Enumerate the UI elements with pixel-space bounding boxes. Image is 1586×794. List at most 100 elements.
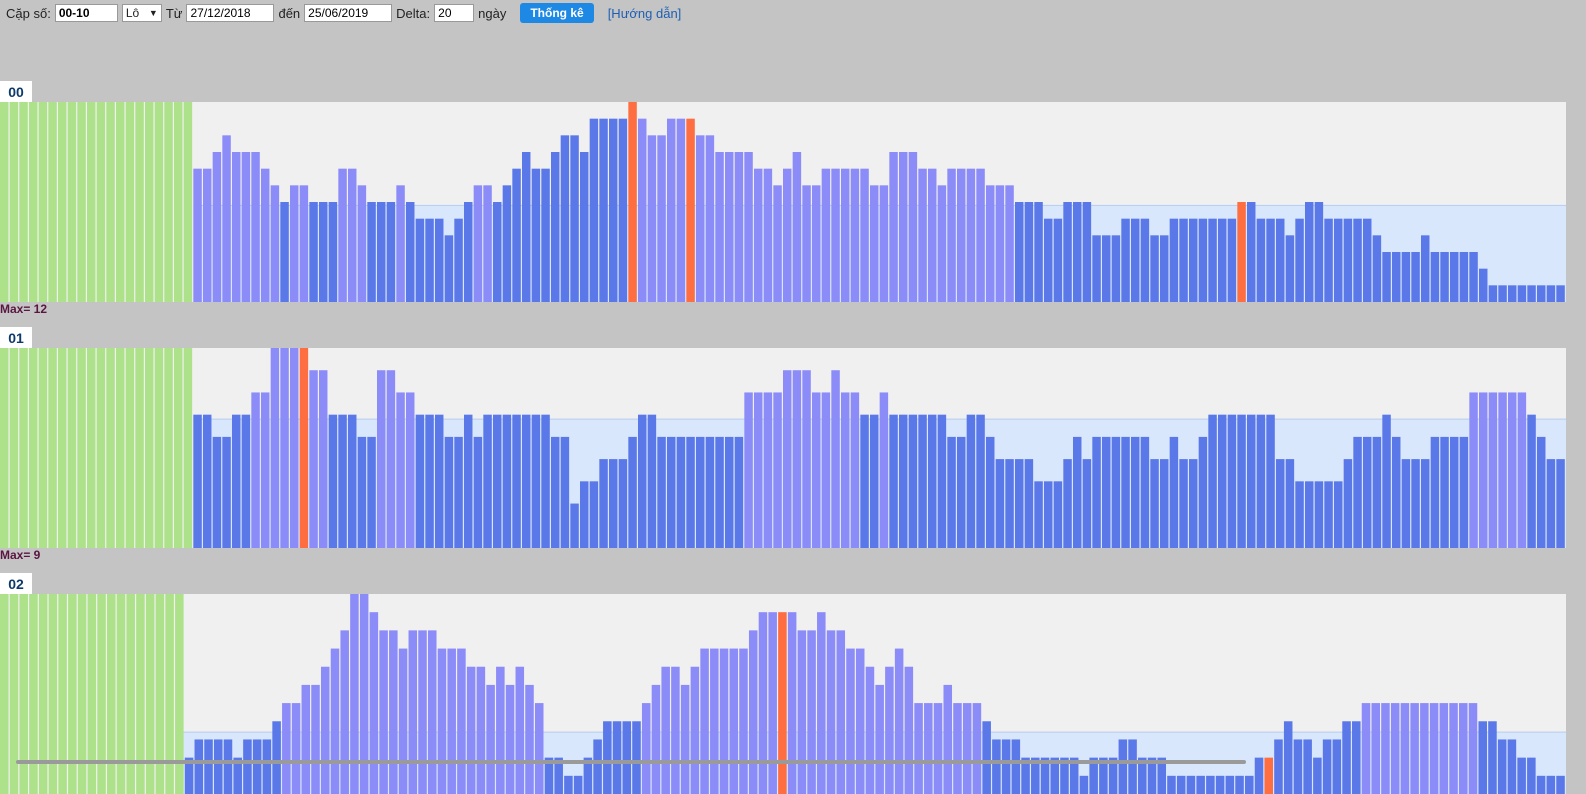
bar (328, 414, 338, 548)
bar (243, 739, 252, 794)
bar (976, 414, 985, 548)
bar (1053, 481, 1063, 548)
bar (651, 684, 661, 794)
to-date-input[interactable] (304, 4, 393, 22)
bar (1169, 436, 1179, 548)
bar (1390, 703, 1400, 794)
bar (444, 436, 454, 548)
warmup-bar (183, 102, 193, 302)
bar (836, 630, 846, 794)
bar (1440, 436, 1449, 548)
warmup-bar (19, 102, 28, 302)
delta-input[interactable] (434, 4, 475, 22)
bar (1024, 202, 1034, 302)
bar (638, 118, 647, 302)
bar (1363, 436, 1372, 548)
bar (1430, 252, 1440, 302)
bar (564, 775, 573, 794)
bar (1546, 285, 1556, 302)
from-date-input[interactable] (186, 4, 275, 22)
guide-link[interactable]: [Hướng dẫn] (607, 5, 682, 21)
bar (1266, 414, 1275, 548)
bar (671, 666, 680, 794)
bar (754, 392, 763, 548)
bar (359, 594, 369, 794)
bar (570, 503, 579, 548)
bar (1121, 436, 1130, 548)
bar (638, 414, 647, 548)
bar (560, 135, 570, 302)
bar (1449, 703, 1458, 794)
bar (251, 152, 260, 302)
chevron-down-icon: ▼ (148, 8, 158, 18)
panel-tab-01[interactable]: 01 (0, 327, 32, 348)
bar (1401, 252, 1411, 302)
bar (1274, 739, 1283, 794)
bar (725, 436, 734, 548)
bar (657, 436, 666, 548)
bar (1303, 739, 1312, 794)
bar (1256, 414, 1266, 548)
warmup-bar (183, 348, 193, 548)
chart-panel-01: 01 Max= 9 (0, 327, 1586, 573)
bar (1005, 459, 1014, 548)
bar (194, 739, 204, 794)
chart-panel-00: 00 Max= 12 (0, 81, 1586, 327)
warmup-bar (154, 348, 164, 548)
peak-bar (628, 102, 637, 302)
bar (609, 118, 618, 302)
bar (1140, 436, 1150, 548)
bar (899, 414, 908, 548)
type-select[interactable]: Lô ▼ (121, 4, 162, 22)
bar (603, 721, 612, 794)
bar (1208, 414, 1217, 548)
bar (1276, 459, 1285, 548)
panel-tab-02[interactable]: 02 (0, 573, 32, 594)
bar (1314, 202, 1324, 302)
bar (802, 185, 811, 302)
bar (1285, 235, 1295, 302)
bar (622, 721, 632, 794)
bar (369, 612, 379, 794)
panel-tab-00[interactable]: 00 (0, 81, 32, 102)
bar (1440, 252, 1449, 302)
bar (1102, 436, 1111, 548)
peak-bar (686, 118, 695, 302)
horizontal-scrollbar[interactable] (16, 760, 1246, 764)
bar (1079, 775, 1089, 794)
bar (408, 630, 418, 794)
bar (493, 414, 502, 548)
bar (744, 392, 753, 548)
warmup-bar (106, 348, 115, 548)
stats-button[interactable]: Thống kê (520, 3, 594, 23)
bar (918, 168, 927, 302)
bar (947, 436, 956, 548)
bar (589, 481, 599, 548)
warmup-bar (0, 348, 9, 548)
bar (1498, 285, 1507, 302)
pair-input[interactable] (54, 4, 118, 22)
bar (986, 185, 995, 302)
bar (272, 721, 281, 794)
bar (386, 202, 396, 302)
bar (807, 630, 816, 794)
bar (427, 630, 437, 794)
warmup-bar (116, 594, 126, 794)
bar (377, 202, 386, 302)
max-label-00: Max= 12 (0, 302, 48, 316)
delta-label: Delta: (396, 5, 431, 21)
bar (957, 436, 966, 548)
bar (1131, 218, 1140, 302)
bar (1034, 202, 1043, 302)
bar (696, 436, 705, 548)
warmup-bar (38, 102, 48, 302)
bar (690, 666, 700, 794)
bar (1353, 436, 1362, 548)
warmup-bar (58, 348, 67, 548)
bar (1179, 218, 1188, 302)
bar (348, 414, 357, 548)
bar (493, 202, 502, 302)
bar-chart-00 (0, 102, 1566, 302)
bar (570, 135, 579, 302)
bar (879, 185, 889, 302)
